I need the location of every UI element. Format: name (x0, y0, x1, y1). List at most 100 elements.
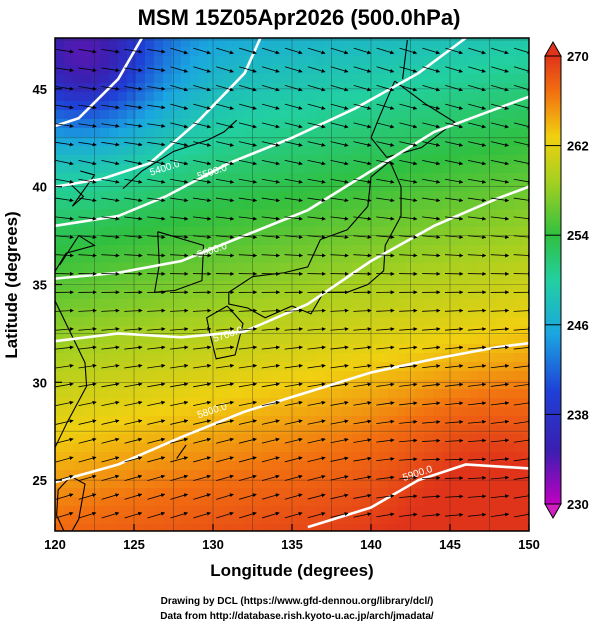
field-cell (379, 110, 389, 120)
field-cell (73, 137, 83, 147)
field-cell (469, 227, 479, 237)
field-cell (199, 308, 209, 318)
wind-arrow (78, 327, 97, 332)
wind-arrow (307, 122, 326, 129)
field-cell (469, 173, 479, 183)
field-cell (118, 353, 128, 363)
field-cell (289, 380, 299, 390)
field-cell (253, 92, 263, 102)
field-cell (469, 137, 479, 147)
field-cell (514, 281, 524, 291)
field-cell (451, 479, 461, 489)
field-cell (379, 227, 389, 237)
field-cell (316, 74, 326, 84)
field-cell (181, 488, 191, 498)
wind-arrow (490, 401, 510, 406)
wind-arrow (353, 438, 372, 443)
field-cell (370, 128, 380, 138)
field-cell (64, 164, 74, 174)
wind-arrow (170, 493, 189, 500)
field-cell (424, 128, 434, 138)
field-cell (316, 245, 326, 255)
wind-arrow (238, 382, 258, 388)
wind-arrow (261, 235, 281, 240)
field-cell (226, 119, 236, 129)
field-cell (154, 173, 164, 183)
field-cell (82, 92, 92, 102)
field-cell (523, 218, 529, 228)
field-cell (190, 146, 200, 156)
field-cell (172, 353, 182, 363)
wind-arrow (307, 159, 326, 166)
field-cell (73, 155, 83, 165)
field-cell (433, 254, 443, 264)
field-cell (181, 236, 191, 246)
field-cell (154, 362, 164, 372)
field-cell (244, 281, 254, 291)
field-cell (298, 236, 308, 246)
field-cell (442, 425, 452, 435)
field-cell (388, 56, 398, 66)
field-cell (361, 200, 371, 210)
field-cell (361, 56, 371, 66)
field-cell (118, 371, 128, 381)
field-cell (316, 362, 326, 372)
wind-arrow (399, 457, 418, 462)
field-cell (388, 416, 398, 426)
field-cell (163, 263, 173, 273)
field-cell (460, 389, 470, 399)
field-cell (235, 479, 245, 489)
wind-arrow (124, 67, 143, 73)
field-cell (496, 146, 506, 156)
field-cell (271, 56, 281, 66)
wind-arrow (399, 253, 418, 258)
field-cell (280, 452, 290, 462)
field-cell (496, 263, 506, 273)
field-cell (163, 362, 173, 372)
field-cell (505, 434, 515, 444)
field-cell (505, 164, 515, 174)
field-cell (226, 218, 236, 228)
field-cell (262, 146, 272, 156)
field-cell (172, 470, 182, 480)
field-cell (181, 119, 191, 129)
field-cell (190, 272, 200, 282)
field-cell (451, 371, 461, 381)
wind-arrow (284, 66, 303, 73)
wind-arrow (376, 103, 395, 110)
field-cell (325, 299, 335, 309)
field-cell (217, 227, 227, 237)
field-cell (91, 407, 101, 417)
field-cell (118, 434, 128, 444)
field-cell (100, 425, 110, 435)
wind-arrow (284, 456, 303, 463)
field-cell (163, 515, 173, 525)
field-cell (397, 389, 407, 399)
field-cell (433, 407, 443, 417)
field-cell (325, 470, 335, 480)
field-cell (397, 227, 407, 237)
field-cell (433, 38, 443, 48)
field-cell (523, 515, 529, 525)
wind-arrow (124, 86, 143, 91)
field-cell (64, 506, 74, 516)
field-cell (496, 326, 506, 336)
field-cell (226, 56, 236, 66)
field-cell (478, 92, 488, 102)
field-cell (280, 281, 290, 291)
field-cell (253, 389, 263, 399)
field-cell (487, 173, 497, 183)
wind-arrow (422, 159, 441, 166)
field-cell (298, 281, 308, 291)
field-cell (154, 281, 164, 291)
field-cell (109, 218, 119, 228)
field-cell (280, 326, 290, 336)
coastline (402, 39, 408, 80)
wind-arrow (422, 401, 441, 406)
field-cell (145, 155, 155, 165)
wind-arrow (170, 419, 189, 425)
field-cell (127, 254, 137, 264)
field-cell (244, 38, 254, 48)
field-cell (199, 272, 209, 282)
field-cell (235, 272, 245, 282)
